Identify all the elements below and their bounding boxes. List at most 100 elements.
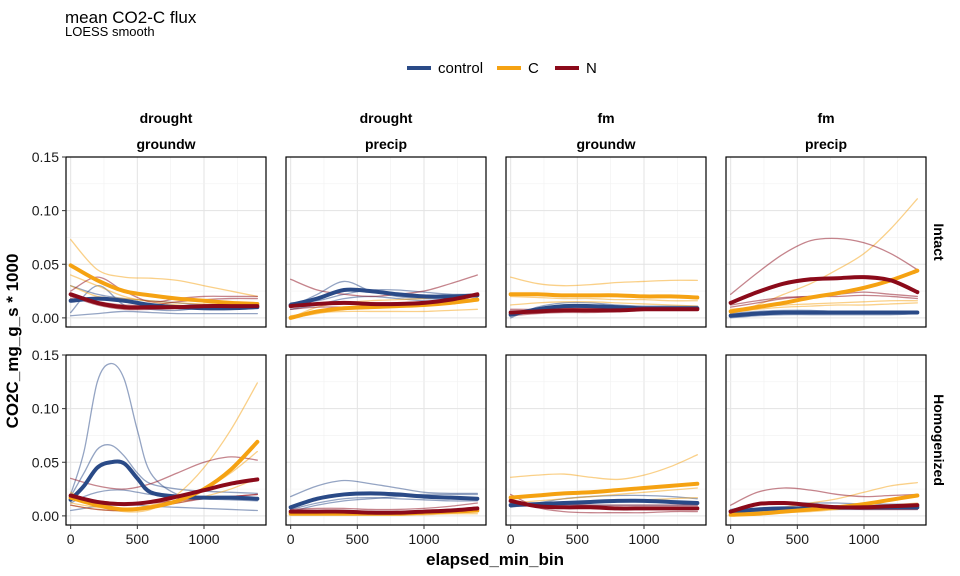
row-strip-label: Intact xyxy=(931,223,947,261)
y-tick-label: 0.05 xyxy=(32,256,59,272)
series-lines xyxy=(728,481,920,517)
mean-line-n xyxy=(508,307,700,315)
mean-line-n xyxy=(288,506,480,515)
mean-line-c xyxy=(68,263,260,306)
panel-r1-c1 xyxy=(285,354,487,526)
mean-line-control xyxy=(728,310,920,318)
mean-line-c xyxy=(508,292,700,300)
panel-border xyxy=(65,354,267,526)
facet-strips-rows: Intact Homogenized xyxy=(931,223,947,486)
y-tick-label: 0.15 xyxy=(32,347,59,363)
replicate-line-c xyxy=(70,238,258,298)
strip-label-top: fm xyxy=(817,110,834,126)
y-tick-label: 0.00 xyxy=(32,508,59,524)
strip-label-top: drought xyxy=(360,110,413,126)
x-tick-label: 1000 xyxy=(848,531,879,547)
mean-line-c xyxy=(728,493,920,517)
strip-label-top: drought xyxy=(140,110,193,126)
replicate-line-c xyxy=(510,276,698,287)
x-tick-label: 0 xyxy=(67,531,75,547)
replicate-line-n xyxy=(70,456,258,490)
series-lines xyxy=(288,479,480,516)
strip-label-bottom: precip xyxy=(365,136,407,152)
replicate-line-c xyxy=(510,295,698,302)
series-lines xyxy=(288,274,480,320)
panel-border xyxy=(285,354,487,526)
legend-label: C xyxy=(528,60,539,77)
mean-line-c xyxy=(288,297,480,320)
strip-label-bottom: precip xyxy=(805,136,847,152)
x-tick-label: 1000 xyxy=(188,531,219,547)
mean-line-control xyxy=(288,287,480,308)
replicate-line-c xyxy=(510,301,698,307)
replicate-line-control xyxy=(730,312,918,319)
replicate-line-control xyxy=(70,310,258,317)
row-strip-label: Homogenized xyxy=(931,394,947,486)
strip-label-top: fm xyxy=(597,110,614,126)
replicate-line-c xyxy=(510,454,698,481)
legend-item-control: control xyxy=(407,60,483,77)
strip-label-bottom: groundw xyxy=(136,136,195,152)
replicate-line-control xyxy=(290,479,478,498)
legend-label: control xyxy=(438,60,483,77)
replicate-line-control xyxy=(510,301,698,319)
y-tick-label: 0.05 xyxy=(32,454,59,470)
legend-item-n: N xyxy=(555,60,597,77)
panel-r1-c3 xyxy=(725,354,927,526)
legend-item-c: C xyxy=(497,60,539,77)
replicate-line-n xyxy=(730,237,918,295)
panel-border xyxy=(505,354,707,526)
panel-r1-c0 xyxy=(65,354,267,526)
replicate-line-n xyxy=(70,276,258,303)
y-axis-label: CO2C_mg_g_s * 1000 xyxy=(3,254,22,429)
series-lines xyxy=(508,454,700,514)
x-tick-label: 500 xyxy=(346,531,370,547)
series-lines xyxy=(68,238,260,317)
replicate-line-n xyxy=(730,487,918,506)
mean-line-c xyxy=(508,481,700,500)
series-lines xyxy=(728,198,920,319)
panel-border xyxy=(285,156,487,328)
panel-r0-c1 xyxy=(285,156,487,328)
mean-line-c xyxy=(68,439,260,512)
replicate-line-control xyxy=(290,288,478,304)
mean-line-n xyxy=(68,477,260,507)
series-lines xyxy=(68,362,260,513)
panel-border xyxy=(725,354,927,526)
replicate-line-n xyxy=(290,274,478,298)
panel-background xyxy=(726,157,926,327)
x-tick-label: 500 xyxy=(126,531,150,547)
panel-r0-c3 xyxy=(725,156,927,328)
series-lines xyxy=(508,276,700,319)
mean-line-n xyxy=(728,275,920,305)
x-tick-label: 0 xyxy=(727,531,735,547)
x-tick-label: 500 xyxy=(786,531,810,547)
replicate-line-c xyxy=(510,487,698,504)
x-tick-label: 1000 xyxy=(408,531,439,547)
replicate-line-n xyxy=(290,502,478,511)
mean-line-n xyxy=(288,292,480,309)
mean-line-control xyxy=(288,491,480,510)
mean-line-control xyxy=(68,459,260,502)
replicate-line-control xyxy=(70,444,258,498)
panel-r0-c0 xyxy=(65,156,267,328)
legend-label: N xyxy=(586,60,597,77)
x-axis-label: elapsed_min_bin xyxy=(426,550,564,569)
panel-background xyxy=(506,157,706,327)
panel-border xyxy=(505,156,707,328)
x-tick-label: 0 xyxy=(507,531,515,547)
y-tick-label: 0.15 xyxy=(32,149,59,165)
facet-panels xyxy=(65,156,927,526)
y-tick-label: 0.10 xyxy=(32,203,59,219)
replicate-line-c xyxy=(730,302,918,314)
mean-line-n xyxy=(68,292,260,310)
legend: control C N xyxy=(407,60,597,77)
panel-r1-c2 xyxy=(505,354,707,526)
panel-border xyxy=(65,156,267,328)
strip-label-bottom: groundw xyxy=(576,136,635,152)
replicate-line-control xyxy=(290,493,478,513)
axes: 0.00 0.05 0.10 0.15 0.00 0.05 0.10 0.15 0 500 1000… xyxy=(32,149,880,547)
panel-r0-c2 xyxy=(505,156,707,328)
mean-line-control xyxy=(508,498,700,508)
